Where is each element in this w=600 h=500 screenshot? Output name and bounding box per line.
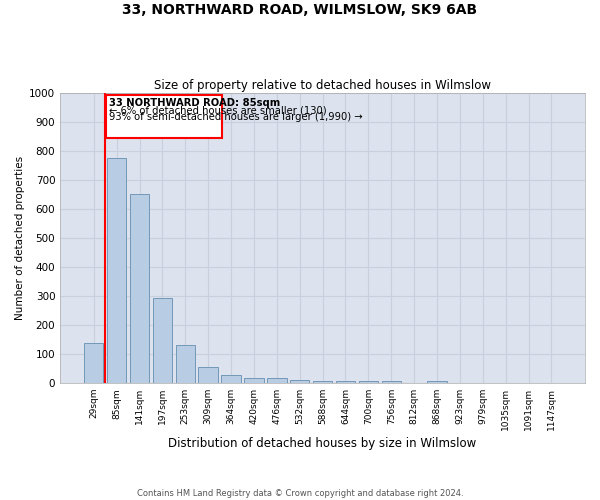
Bar bbox=[267, 378, 287, 383]
Bar bbox=[313, 381, 332, 383]
Bar bbox=[176, 344, 195, 383]
Title: Size of property relative to detached houses in Wilmslow: Size of property relative to detached ho… bbox=[154, 79, 491, 92]
Bar bbox=[336, 381, 355, 383]
Text: 33 NORTHWARD ROAD: 85sqm: 33 NORTHWARD ROAD: 85sqm bbox=[109, 98, 280, 108]
Text: 33, NORTHWARD ROAD, WILMSLOW, SK9 6AB: 33, NORTHWARD ROAD, WILMSLOW, SK9 6AB bbox=[122, 2, 478, 16]
Bar bbox=[427, 381, 447, 383]
Bar bbox=[152, 298, 172, 383]
Bar bbox=[107, 158, 127, 383]
Bar bbox=[84, 343, 103, 383]
Bar bbox=[221, 375, 241, 383]
Bar bbox=[359, 381, 378, 383]
X-axis label: Distribution of detached houses by size in Wilmslow: Distribution of detached houses by size … bbox=[169, 437, 477, 450]
Text: ← 6% of detached houses are smaller (130): ← 6% of detached houses are smaller (130… bbox=[109, 106, 326, 116]
Y-axis label: Number of detached properties: Number of detached properties bbox=[15, 156, 25, 320]
Bar bbox=[244, 378, 263, 383]
Text: Contains HM Land Registry data © Crown copyright and database right 2024.: Contains HM Land Registry data © Crown c… bbox=[137, 488, 463, 498]
Bar bbox=[290, 380, 310, 383]
Bar bbox=[106, 94, 222, 138]
Bar bbox=[382, 382, 401, 383]
Bar bbox=[199, 367, 218, 383]
Text: 93% of semi-detached houses are larger (1,990) →: 93% of semi-detached houses are larger (… bbox=[109, 112, 362, 122]
Bar bbox=[130, 194, 149, 383]
